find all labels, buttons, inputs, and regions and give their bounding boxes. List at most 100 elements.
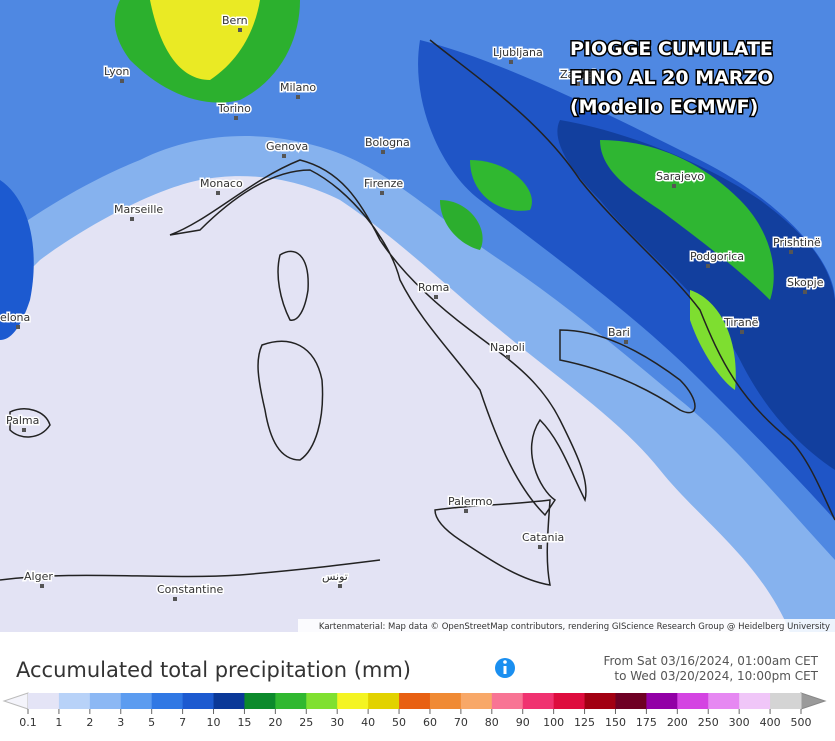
city-marker (506, 355, 510, 359)
city-marker (130, 217, 134, 221)
scale-label: 7 (179, 716, 186, 729)
scale-swatch (368, 693, 400, 709)
city-marker (624, 340, 628, 344)
city-label: Sarajevo (656, 170, 704, 183)
city-marker (706, 264, 710, 268)
legend-period: From Sat 03/16/2024, 01:00am CET (603, 654, 818, 668)
scale-swatch (491, 693, 524, 709)
scale-label: 2 (86, 716, 93, 729)
rain-area (0, 180, 34, 340)
scale-label: 500 (791, 716, 812, 729)
overlay-title-line: PIOGGE CUMULATE (570, 38, 773, 60)
scale-label: 1 (55, 716, 62, 729)
attribution-bg (298, 619, 835, 632)
scale-swatch (677, 693, 709, 709)
city-label: Tiranë (723, 316, 759, 329)
scale-swatch (615, 693, 647, 709)
legend-period: to Wed 03/20/2024, 10:00pm CET (614, 669, 818, 683)
scale-label: 20 (268, 716, 282, 729)
city-marker (173, 597, 177, 601)
overlay-title-line: FINO AL 20 MARZO (570, 67, 773, 89)
city-label: Constantine (157, 583, 223, 596)
city-label: Genova (266, 140, 308, 153)
scale-label: 0.1 (19, 716, 37, 729)
city-label: Marseille (114, 203, 163, 216)
scale-swatch (460, 693, 493, 709)
scale-label: 40 (361, 716, 375, 729)
scale-swatch (337, 693, 369, 709)
city-label: Bern (222, 14, 248, 27)
scale-swatch (429, 693, 462, 709)
legend-title: Accumulated total precipitation (mm) (16, 658, 411, 682)
city-label: Ljubljana (493, 46, 543, 59)
scale-label: 80 (485, 716, 499, 729)
city-label: Catania (522, 531, 564, 544)
map: Kartenmaterial: Map data © OpenStreetMap… (0, 0, 835, 632)
city-label: Milano (280, 81, 316, 94)
city-marker (381, 150, 385, 154)
city-label: Bologna (365, 136, 410, 149)
city-marker (672, 184, 676, 188)
scale-swatch (244, 693, 276, 709)
city-marker (296, 95, 300, 99)
city-marker (538, 545, 542, 549)
scale-label: 90 (516, 716, 530, 729)
scale-swatch (58, 693, 91, 709)
scale-swatch (522, 693, 555, 709)
city-marker (40, 584, 44, 588)
city-label: Zagreb (560, 68, 599, 81)
scale-swatch (151, 693, 184, 709)
scale-label: 10 (207, 716, 221, 729)
city-label: Bari (608, 326, 630, 339)
city-marker (380, 191, 384, 195)
scale-swatch (399, 693, 431, 709)
scale-label: 60 (423, 716, 437, 729)
city-marker (509, 60, 513, 64)
scale-label: 200 (667, 716, 688, 729)
rain-area (600, 140, 774, 300)
city-label: Torino (217, 102, 251, 115)
city-label: Roma (418, 281, 449, 294)
city-marker (234, 116, 238, 120)
scale-label: 15 (237, 716, 251, 729)
coastlines (0, 39, 835, 586)
scale-label: 50 (392, 716, 406, 729)
scale-swatch (584, 693, 616, 709)
city-label: Firenze (364, 177, 403, 190)
scale-swatch (770, 693, 802, 709)
city-label: elona (0, 311, 30, 324)
scale-swatch (708, 693, 740, 709)
scale-label: 250 (698, 716, 719, 729)
city-marker (22, 428, 26, 432)
city-label: Prishtinë (773, 236, 821, 249)
city-marker (338, 584, 342, 588)
city-marker (434, 295, 438, 299)
city-marker (120, 79, 124, 83)
city-marker (576, 82, 580, 86)
scale-swatch (646, 693, 678, 709)
rain-area (440, 200, 483, 250)
scale-label: 30 (330, 716, 344, 729)
scale-swatch (213, 693, 245, 709)
scale-label: 3 (117, 716, 124, 729)
info-icon-glyph (503, 660, 507, 664)
city-label: تونس (322, 570, 348, 583)
city-marker (464, 509, 468, 513)
scale-swatch (275, 693, 307, 709)
attribution: Kartenmaterial: Map data © OpenStreetMap… (319, 622, 830, 632)
scale-label: 300 (729, 716, 750, 729)
scale-swatch (182, 693, 215, 709)
overlay-title-line: (Modello ECMWF) (570, 96, 758, 118)
scale-label: 5 (148, 716, 155, 729)
city-label: Napoli (490, 341, 525, 354)
scale-label: 70 (454, 716, 468, 729)
scale-swatch (120, 693, 153, 709)
scale-swatch (28, 693, 60, 709)
scale-swatch (306, 693, 338, 709)
scale-swatch (553, 693, 586, 709)
city-label: Podgorica (690, 250, 744, 263)
scale-label: 175 (636, 716, 657, 729)
scale-label: 100 (543, 716, 564, 729)
scale-label: 400 (760, 716, 781, 729)
city-label: Skopje (787, 276, 824, 289)
